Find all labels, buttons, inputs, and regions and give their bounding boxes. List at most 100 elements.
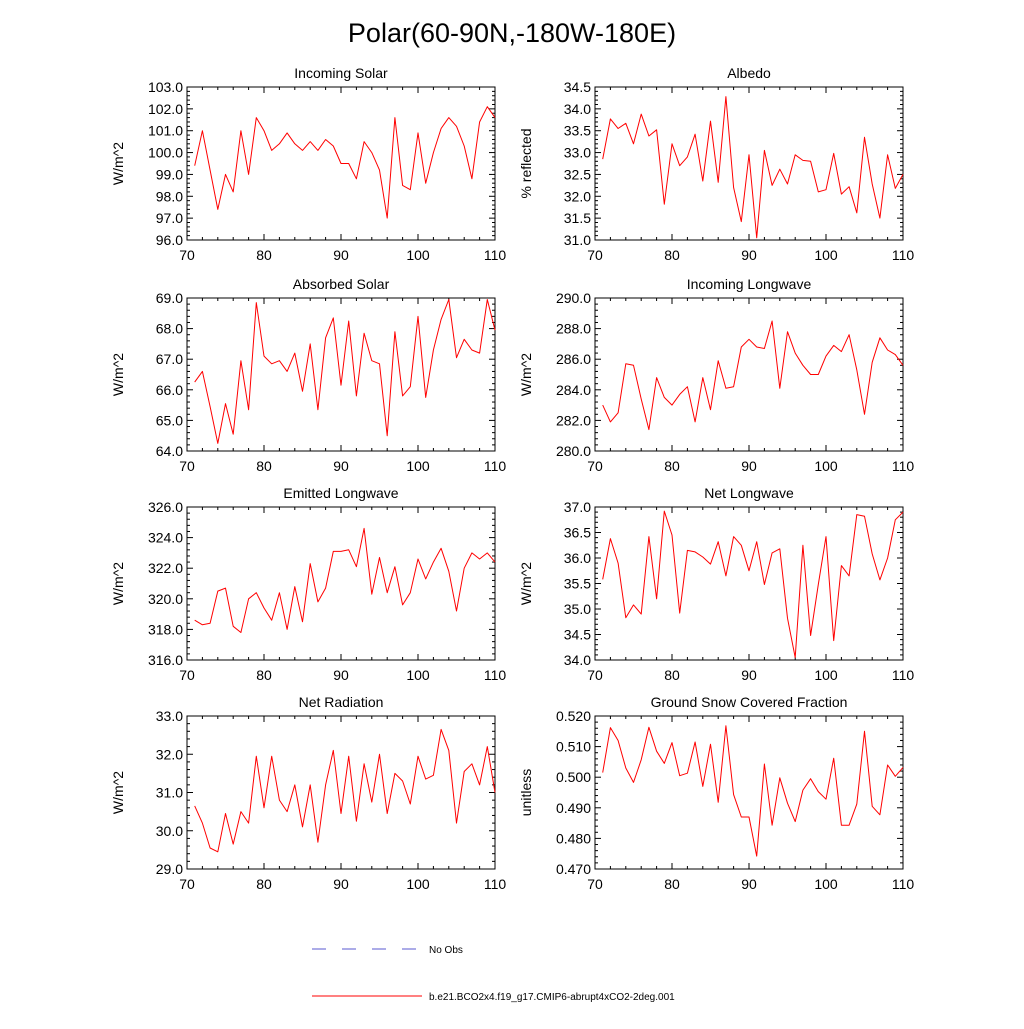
- y-tick-label: 101.0: [148, 123, 183, 139]
- x-tick-label: 110: [892, 667, 915, 683]
- y-tick-label: 326.0: [148, 499, 183, 515]
- y-tick-label: 68.0: [156, 321, 183, 337]
- chart-panel-net-longwave: Net Longwave 70 80 90 100 110 34.0 34.5 35.0 35.5…: [518, 485, 914, 683]
- x-tick-label: 110: [892, 458, 915, 474]
- y-tick-label: 0.520: [556, 708, 591, 724]
- series-line: [194, 728, 496, 853]
- y-tick-label: 34.5: [564, 79, 591, 95]
- chart-panel-absorbed-solar: Absorbed Solar 70 80 90 100 110 64.0 65.0 66.0 67…: [110, 276, 506, 474]
- chart-panel-incoming-solar: Incoming Solar 70 80 90 100 110 96.0 97.0 98.0 99…: [110, 65, 506, 263]
- x-tick-label: 70: [587, 876, 603, 892]
- y-tick-label: 324.0: [148, 530, 183, 546]
- x-tick-label: 100: [814, 876, 838, 892]
- y-tick-label: 290.0: [556, 290, 591, 306]
- x-tick-label: 110: [892, 876, 915, 892]
- y-tick-label: 69.0: [156, 290, 183, 306]
- y-axis-label: % reflected: [518, 128, 534, 198]
- x-tick-label: 100: [814, 667, 838, 683]
- y-tick-label: 66.0: [156, 382, 183, 398]
- y-axis-label: W/m^2: [518, 562, 534, 605]
- x-tick-label: 80: [256, 247, 272, 263]
- y-tick-label: 320.0: [148, 591, 183, 607]
- series-line: [602, 96, 904, 239]
- x-tick-label: 70: [587, 458, 603, 474]
- y-tick-label: 34.0: [564, 101, 591, 117]
- y-tick-label: 0.470: [556, 861, 591, 877]
- panel-title: Net Longwave: [704, 485, 794, 501]
- y-tick-label: 98.0: [156, 188, 183, 204]
- y-tick-label: 29.0: [156, 861, 183, 877]
- x-tick-label: 90: [741, 247, 757, 263]
- series-line: [194, 527, 496, 633]
- x-tick-label: 110: [484, 876, 507, 892]
- y-tick-label: 286.0: [556, 351, 591, 367]
- panel-title: Absorbed Solar: [293, 276, 390, 292]
- chart-panel-ground-snow-covered-fraction: Ground Snow Covered Fraction 70 80 90 100 110…: [518, 694, 914, 892]
- y-tick-label: 322.0: [148, 560, 183, 576]
- x-tick-label: 90: [333, 458, 349, 474]
- y-tick-label: 33.0: [156, 708, 183, 724]
- y-tick-label: 67.0: [156, 351, 183, 367]
- x-tick-label: 100: [406, 667, 430, 683]
- y-tick-label: 37.0: [564, 499, 591, 515]
- y-axis-label: W/m^2: [110, 562, 126, 605]
- x-tick-label: 100: [406, 458, 430, 474]
- panel-title: Ground Snow Covered Fraction: [651, 694, 848, 710]
- x-tick-label: 70: [587, 247, 603, 263]
- y-tick-label: 65.0: [156, 412, 183, 428]
- chart-panel-incoming-longwave: Incoming Longwave 70 80 90 100 110 280.0 282.0 2…: [518, 276, 914, 474]
- x-tick-label: 90: [333, 247, 349, 263]
- y-tick-label: 35.5: [564, 576, 591, 592]
- y-tick-label: 102.0: [148, 101, 183, 117]
- y-tick-label: 0.500: [556, 769, 591, 785]
- x-tick-label: 80: [664, 247, 680, 263]
- x-tick-label: 70: [179, 458, 195, 474]
- legend: No Obs b.e21.BCO2x4.f19_g17.CMIP6-abrupt…: [312, 945, 675, 1003]
- x-tick-label: 80: [256, 458, 272, 474]
- y-tick-label: 32.0: [156, 746, 183, 762]
- y-tick-label: 36.5: [564, 525, 591, 541]
- x-tick-label: 70: [179, 667, 195, 683]
- y-tick-label: 288.0: [556, 321, 591, 337]
- y-tick-label: 318.0: [148, 621, 183, 637]
- y-tick-label: 316.0: [148, 652, 183, 668]
- y-tick-label: 32.5: [564, 166, 591, 182]
- plot-frame: [594, 715, 904, 870]
- y-tick-label: 34.5: [564, 627, 591, 643]
- x-tick-label: 90: [741, 667, 757, 683]
- plot-frame: [186, 297, 496, 452]
- panel-title: Incoming Longwave: [687, 276, 812, 292]
- y-tick-label: 31.0: [156, 785, 183, 801]
- x-tick-label: 70: [179, 876, 195, 892]
- x-tick-label: 100: [406, 876, 430, 892]
- x-tick-label: 80: [256, 876, 272, 892]
- plot-frame: [186, 506, 496, 661]
- y-tick-label: 33.0: [564, 145, 591, 161]
- series-line: [194, 299, 496, 444]
- series-line: [194, 106, 496, 219]
- series-line: [602, 725, 904, 857]
- panel-title: Emitted Longwave: [283, 485, 398, 501]
- y-tick-label: 99.0: [156, 166, 183, 182]
- y-tick-label: 30.0: [156, 823, 183, 839]
- series-line: [602, 320, 904, 431]
- y-tick-label: 35.0: [564, 601, 591, 617]
- x-tick-label: 110: [484, 667, 507, 683]
- plot-frame: [594, 297, 904, 452]
- y-tick-label: 32.0: [564, 188, 591, 204]
- legend-label-no-obs: No Obs: [429, 945, 463, 956]
- x-tick-label: 90: [741, 876, 757, 892]
- chart-panels: Incoming Solar 70 80 90 100 110 96.0 97.0 98.0 99…: [110, 65, 914, 892]
- x-tick-label: 90: [333, 876, 349, 892]
- y-tick-label: 0.480: [556, 830, 591, 846]
- x-tick-label: 80: [256, 667, 272, 683]
- chart-panel-emitted-longwave: Emitted Longwave 70 80 90 100 110 316.0 318.0 32…: [110, 485, 506, 683]
- y-axis-label: W/m^2: [110, 771, 126, 814]
- y-axis-label: W/m^2: [110, 142, 126, 185]
- y-tick-label: 100.0: [148, 145, 183, 161]
- panel-title: Albedo: [727, 65, 771, 81]
- y-tick-label: 284.0: [556, 382, 591, 398]
- y-tick-label: 31.5: [564, 210, 591, 226]
- x-tick-label: 100: [406, 247, 430, 263]
